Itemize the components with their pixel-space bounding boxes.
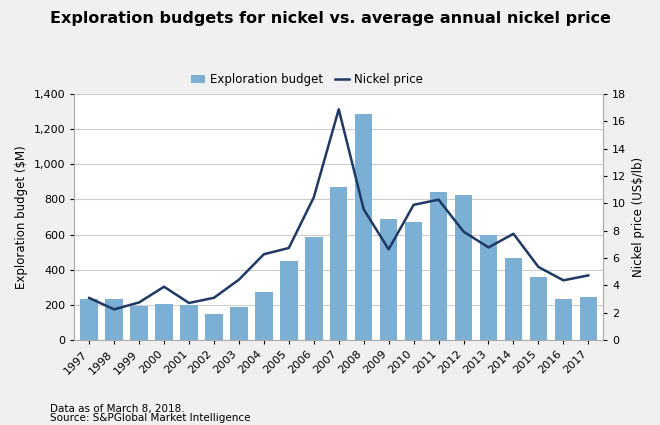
Bar — [305, 237, 323, 340]
Bar — [205, 314, 222, 340]
Bar — [554, 299, 572, 340]
Bar — [405, 222, 422, 340]
Bar — [280, 261, 298, 340]
Bar — [530, 277, 547, 340]
Bar — [106, 300, 123, 340]
Bar — [380, 219, 397, 340]
Bar — [455, 195, 473, 340]
Text: Exploration budgets for nickel vs. average annual nickel price: Exploration budgets for nickel vs. avera… — [50, 11, 611, 26]
Bar — [131, 306, 148, 340]
Bar — [330, 187, 347, 340]
Text: Data as of March 8, 2018.: Data as of March 8, 2018. — [50, 404, 184, 414]
Bar — [579, 297, 597, 340]
Bar — [355, 114, 372, 340]
Bar — [180, 305, 198, 340]
Y-axis label: Nickel price (US$/lb): Nickel price (US$/lb) — [632, 157, 645, 277]
Bar — [255, 292, 273, 340]
Bar — [230, 307, 248, 340]
Y-axis label: Exploration budget ($M): Exploration budget ($M) — [15, 145, 28, 289]
Text: Source: S&PGlobal Market Intelligence: Source: S&PGlobal Market Intelligence — [50, 413, 250, 423]
Bar — [480, 235, 497, 340]
Bar — [505, 258, 522, 340]
Bar — [81, 300, 98, 340]
Bar — [430, 193, 447, 340]
Legend: Exploration budget, Nickel price: Exploration budget, Nickel price — [187, 68, 428, 91]
Bar — [155, 304, 173, 340]
